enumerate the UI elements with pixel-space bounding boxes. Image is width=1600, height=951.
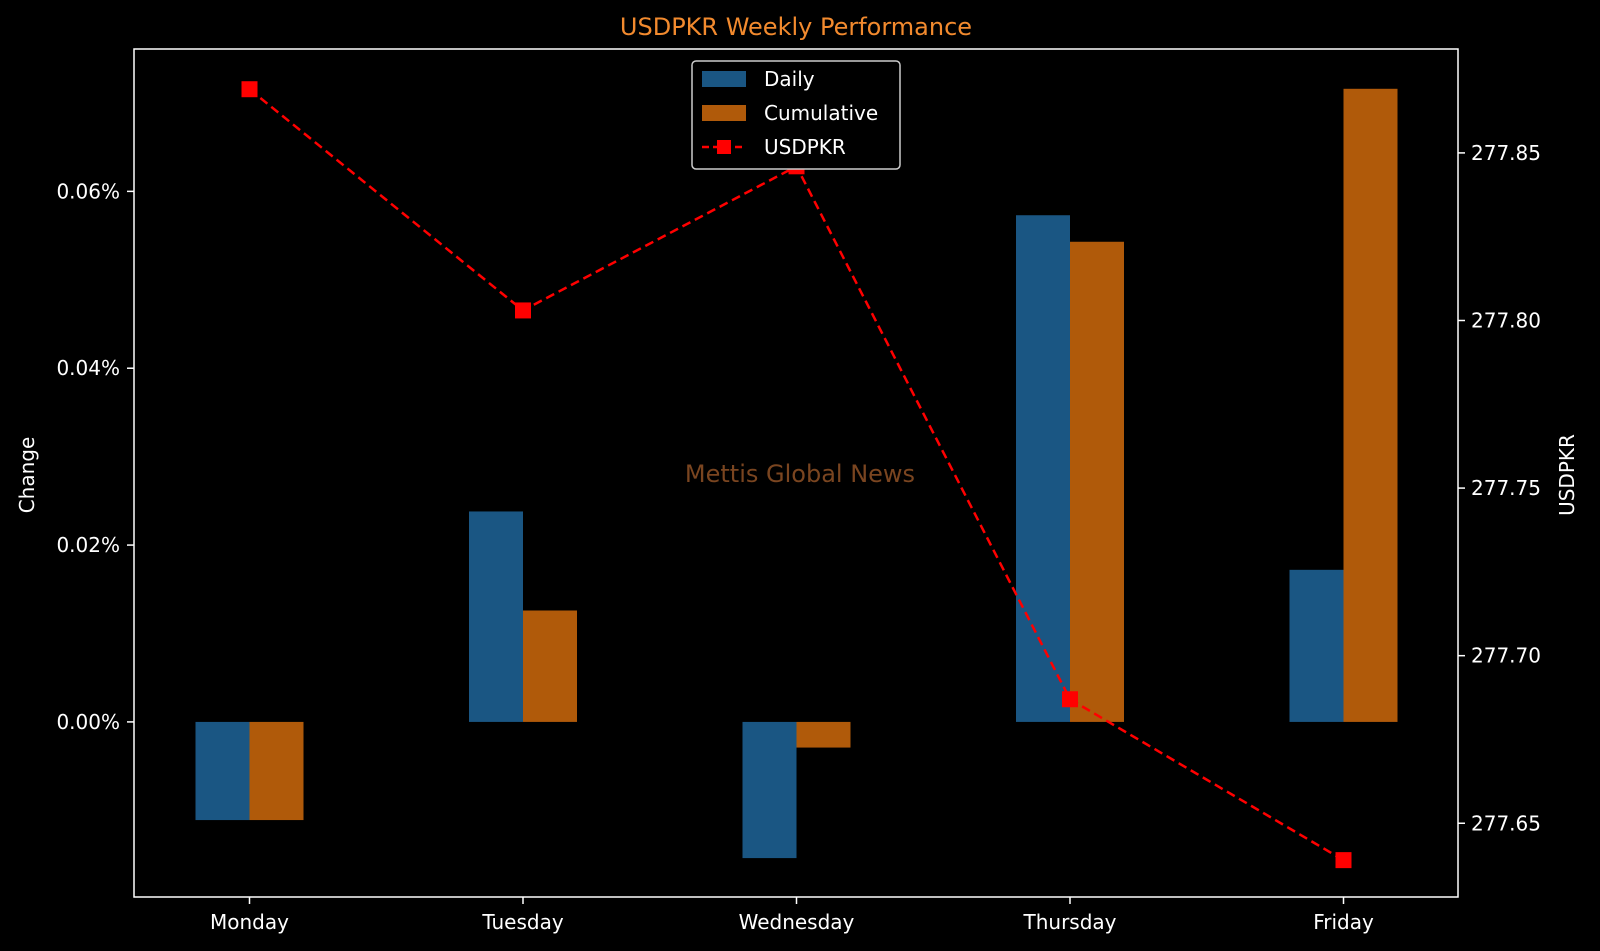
legend-swatch-cumulative <box>702 105 746 121</box>
x-tick-label: Thursday <box>1023 910 1117 934</box>
bar-daily-monday <box>196 722 250 820</box>
x-tick-label: Monday <box>210 910 289 934</box>
y-tick-label-left: 0.02% <box>56 533 120 557</box>
bar-daily-friday <box>1290 570 1344 722</box>
bar-cumulative-thursday <box>1070 242 1124 722</box>
y-tick-label-right: 277.80 <box>1471 308 1541 332</box>
usdpkr-point-tuesday <box>515 302 531 318</box>
chart-title: USDPKR Weekly Performance <box>620 13 972 41</box>
watermark: Mettis Global News <box>685 460 915 488</box>
y-tick-label-left: 0.06% <box>56 179 120 203</box>
legend-swatch-usdpkr-marker <box>717 140 731 154</box>
usdpkr-point-friday <box>1336 852 1352 868</box>
bar-cumulative-monday <box>250 722 304 820</box>
y-tick-label-left: 0.04% <box>56 356 120 380</box>
legend-label-usdpkr: USDPKR <box>764 135 846 159</box>
bar-cumulative-tuesday <box>523 611 577 722</box>
bar-daily-tuesday <box>469 511 523 721</box>
x-tick-label: Wednesday <box>739 910 855 934</box>
y-tick-label-right: 277.70 <box>1471 644 1541 668</box>
y-axis-label-right: USDPKR <box>1555 434 1579 516</box>
chart-canvas: USDPKR Weekly Performance Mettis Global … <box>0 0 1600 951</box>
bar-daily-wednesday <box>743 722 797 858</box>
x-tick-label: Tuesday <box>481 910 564 934</box>
y-tick-label-right: 277.65 <box>1471 811 1541 835</box>
y-axis-label-left: Change <box>15 437 39 514</box>
y-tick-label-left: 0.00% <box>56 710 120 734</box>
usdpkr-point-thursday <box>1062 691 1078 707</box>
bar-daily-thursday <box>1016 215 1070 722</box>
legend-label-cumulative: Cumulative <box>764 101 878 125</box>
bar-cumulative-wednesday <box>797 722 851 748</box>
bar-cumulative-friday <box>1344 89 1398 722</box>
legend-label-daily: Daily <box>764 67 815 91</box>
y-tick-label-right: 277.75 <box>1471 476 1541 500</box>
y-tick-label-right: 277.85 <box>1471 141 1541 165</box>
legend: Daily Cumulative USDPKR <box>692 61 900 169</box>
usdpkr-point-monday <box>242 81 258 97</box>
x-tick-label: Friday <box>1313 910 1374 934</box>
legend-swatch-daily <box>702 71 746 87</box>
